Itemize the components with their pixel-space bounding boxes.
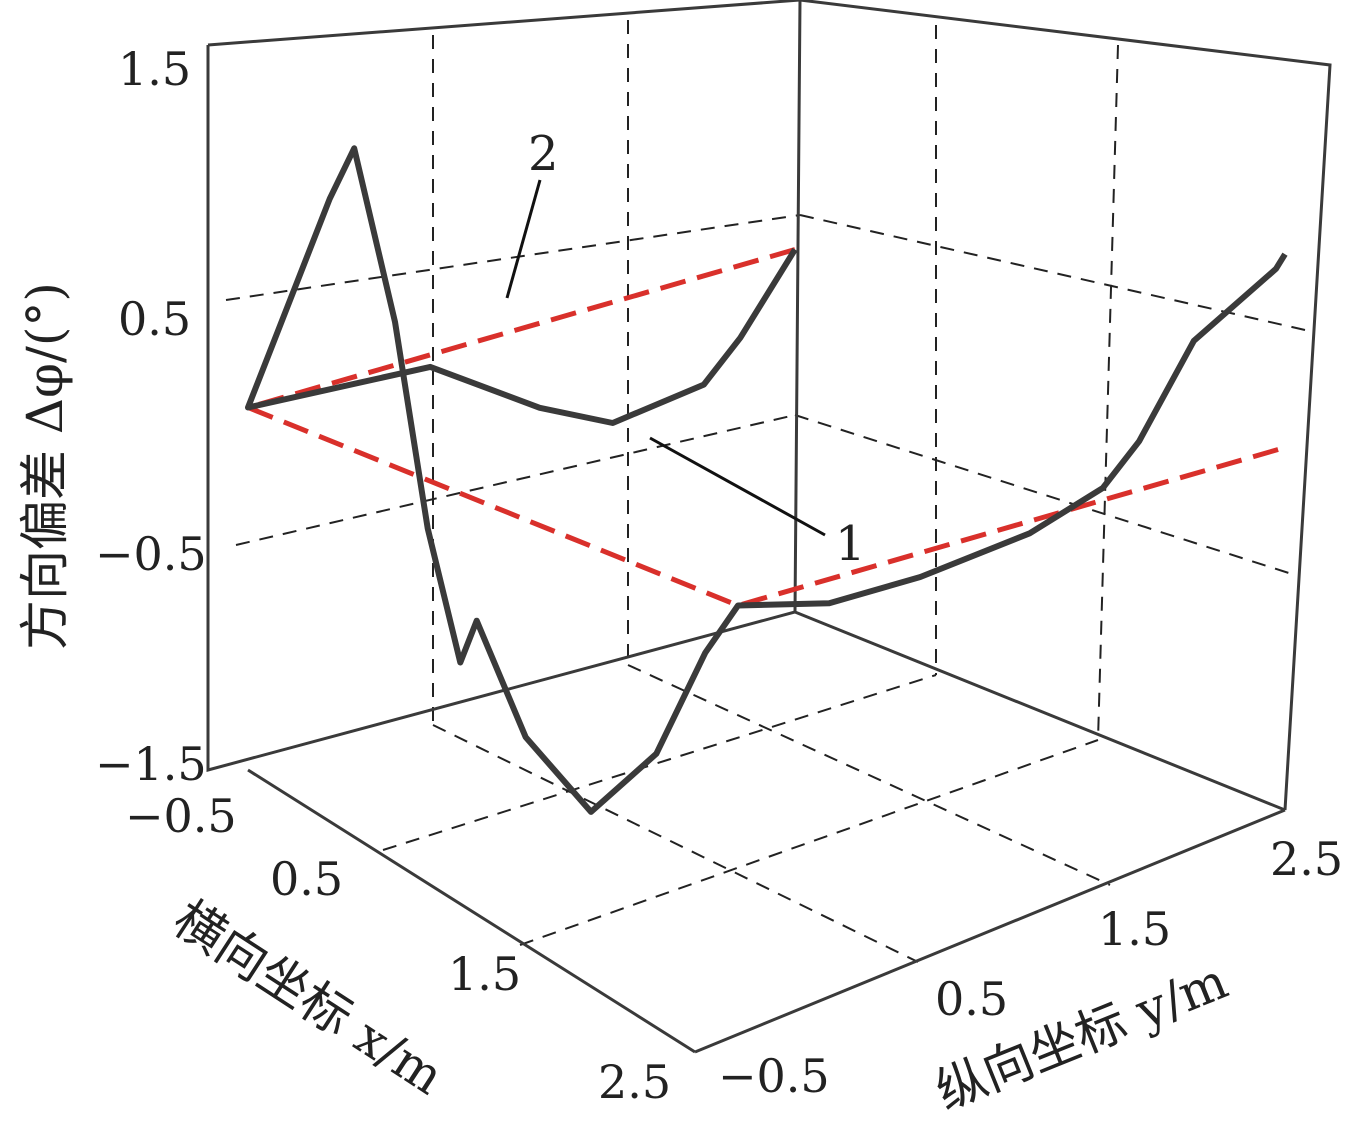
axis-box: [206, 0, 1332, 1054]
y-axis-line: [694, 808, 1286, 1054]
x-tick-label: −0.5: [125, 789, 237, 843]
x-tick-label: 2.5: [598, 1055, 671, 1109]
grid-line: [627, 664, 1111, 886]
grid-line: [1097, 44, 1119, 741]
back-floor-edge: [794, 610, 1286, 812]
grid-line: [382, 674, 937, 851]
series-layer: [245, 145, 1288, 815]
x-axis-line: [247, 768, 696, 1054]
x-axis-title: 横向坐标 x/m: [163, 889, 453, 1106]
top-edge: [207, 0, 801, 47]
y-tick-label: 0.5: [935, 972, 1008, 1026]
annotation-label-1: 1: [835, 516, 866, 572]
series-line-2: [245, 145, 1288, 815]
back-left-wall: [206, 0, 802, 772]
grid-line: [432, 724, 919, 963]
grid-line: [225, 214, 801, 301]
y-tick-label: −0.5: [718, 1049, 830, 1103]
annotation-leader-1: [649, 436, 826, 537]
y-tick-label: 1.5: [1098, 902, 1171, 956]
series-line-1: [245, 247, 1286, 608]
z-tick-label: −1.5: [95, 737, 207, 791]
annotation-label-2: 2: [528, 126, 559, 182]
z-tick-label: 0.5: [118, 292, 191, 346]
x-tick-label: 0.5: [270, 852, 343, 906]
y-tick-label: 2.5: [1270, 832, 1343, 886]
z-tick-label: 1.5: [118, 42, 191, 96]
grid-line: [794, 414, 1296, 576]
z-axis-title: 方向偏差 Δφ/(°): [16, 282, 74, 650]
grid-line: [519, 739, 1099, 946]
z-tick-label: −0.5: [95, 527, 207, 581]
data-point-1-3: [1285, 447, 1286, 448]
annotation-leader-2: [505, 179, 542, 299]
back-right-wall: [799, 0, 1332, 811]
grid-lines: [225, 20, 1306, 963]
x-tick-label: 1.5: [448, 947, 521, 1001]
